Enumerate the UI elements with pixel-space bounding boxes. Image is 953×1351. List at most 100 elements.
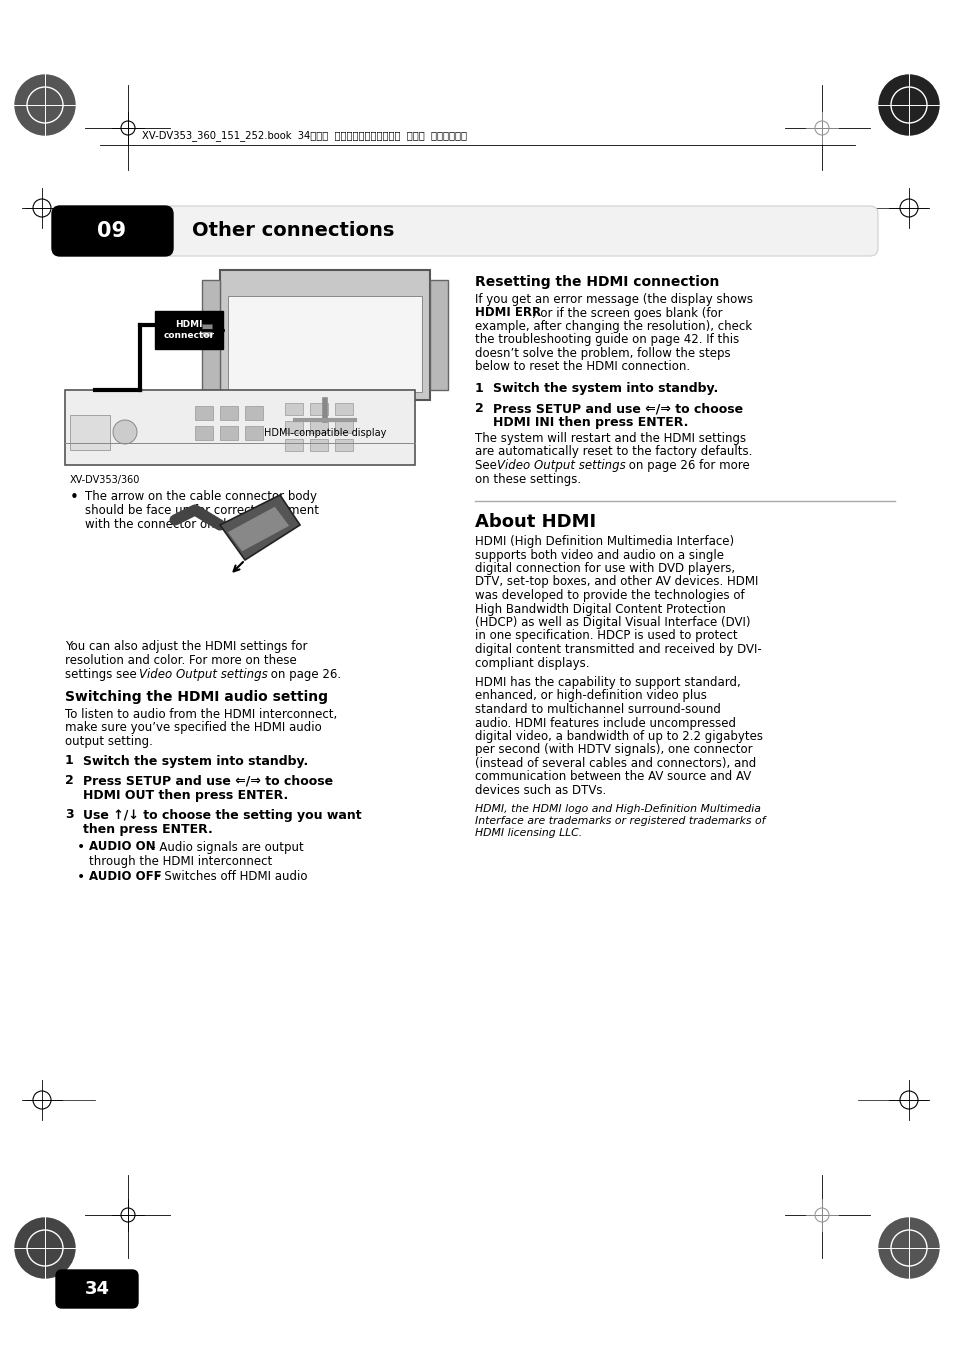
- Text: Switch the system into standby.: Switch the system into standby.: [83, 754, 308, 767]
- FancyBboxPatch shape: [56, 1270, 138, 1308]
- Text: 34: 34: [85, 1279, 110, 1298]
- Text: on these settings.: on these settings.: [475, 473, 580, 485]
- Text: HDMI, the HDMI logo and High-Definition Multimedia: HDMI, the HDMI logo and High-Definition …: [475, 804, 760, 813]
- Bar: [70, 415, 110, 450]
- Text: About HDMI: About HDMI: [475, 513, 596, 531]
- Bar: [194, 407, 213, 420]
- Text: HDMI
connector: HDMI connector: [163, 320, 214, 340]
- Polygon shape: [220, 494, 299, 561]
- Text: (HDCP) as well as Digital Visual Interface (DVI): (HDCP) as well as Digital Visual Interfa…: [475, 616, 750, 630]
- Bar: [310, 403, 328, 415]
- Bar: [310, 439, 328, 451]
- Circle shape: [15, 1219, 75, 1278]
- Text: with the connector on the player.: with the connector on the player.: [85, 517, 281, 531]
- Circle shape: [878, 1219, 938, 1278]
- Text: (instead of several cables and connectors), and: (instead of several cables and connector…: [475, 757, 756, 770]
- Text: HDMI (High Definition Multimedia Interface): HDMI (High Definition Multimedia Interfa…: [475, 535, 734, 549]
- Polygon shape: [227, 507, 290, 553]
- Text: HDMI INI then press ENTER.: HDMI INI then press ENTER.: [493, 416, 688, 430]
- Circle shape: [112, 420, 137, 444]
- Text: AUDIO OFF: AUDIO OFF: [89, 870, 161, 884]
- Bar: [430, 280, 448, 390]
- Text: doesn’t solve the problem, follow the steps: doesn’t solve the problem, follow the st…: [475, 347, 730, 359]
- Bar: [285, 439, 303, 451]
- FancyBboxPatch shape: [162, 205, 877, 255]
- Text: •: •: [77, 870, 85, 885]
- Text: audio. HDMI features include uncompressed: audio. HDMI features include uncompresse…: [475, 716, 735, 730]
- Text: To listen to audio from the HDMI interconnect,: To listen to audio from the HDMI interco…: [65, 708, 337, 721]
- Bar: [154, 311, 223, 349]
- Text: below to reset the HDMI connection.: below to reset the HDMI connection.: [475, 361, 689, 373]
- Text: should be face up for correct alignment: should be face up for correct alignment: [85, 504, 318, 517]
- Bar: [310, 422, 328, 434]
- Text: Interface are trademarks or registered trademarks of: Interface are trademarks or registered t…: [475, 816, 764, 825]
- Text: The system will restart and the HDMI settings: The system will restart and the HDMI set…: [475, 432, 745, 444]
- Text: 1: 1: [475, 382, 483, 394]
- Text: DTV, set-top boxes, and other AV devices. HDMI: DTV, set-top boxes, and other AV devices…: [475, 576, 758, 589]
- Text: through the HDMI interconnect: through the HDMI interconnect: [89, 854, 272, 867]
- Text: was developed to provide the technologies of: was developed to provide the technologie…: [475, 589, 744, 603]
- Text: Switch the system into standby.: Switch the system into standby.: [493, 382, 718, 394]
- Text: High Bandwidth Digital Content Protection: High Bandwidth Digital Content Protectio…: [475, 603, 725, 616]
- Text: devices such as DTVs.: devices such as DTVs.: [475, 784, 605, 797]
- Text: HDMI OUT then press ENTER.: HDMI OUT then press ENTER.: [83, 789, 288, 801]
- Text: resolution and color. For more on these: resolution and color. For more on these: [65, 654, 296, 667]
- Text: make sure you’ve specified the HDMI audio: make sure you’ve specified the HDMI audi…: [65, 721, 321, 735]
- Text: •: •: [77, 840, 85, 854]
- Bar: [245, 407, 263, 420]
- Bar: [335, 422, 353, 434]
- Bar: [285, 422, 303, 434]
- Text: 3: 3: [65, 808, 73, 821]
- Bar: [220, 407, 237, 420]
- Text: AUDIO ON: AUDIO ON: [89, 840, 155, 854]
- Text: per second (with HDTV signals), one connector: per second (with HDTV signals), one conn…: [475, 743, 752, 757]
- FancyBboxPatch shape: [52, 205, 172, 255]
- Text: enhanced, or high-definition video plus: enhanced, or high-definition video plus: [475, 689, 706, 703]
- Text: Press SETUP and use ⇐/⇒ to choose: Press SETUP and use ⇐/⇒ to choose: [493, 403, 742, 415]
- Text: then press ENTER.: then press ENTER.: [83, 823, 213, 835]
- Text: – Audio signals are output: – Audio signals are output: [146, 840, 303, 854]
- Bar: [245, 426, 263, 440]
- Text: •: •: [70, 490, 79, 505]
- Text: the troubleshooting guide on page 42. If this: the troubleshooting guide on page 42. If…: [475, 334, 739, 346]
- Text: If you get an error message (the display shows: If you get an error message (the display…: [475, 293, 752, 305]
- Text: supports both video and audio on a single: supports both video and audio on a singl…: [475, 549, 723, 562]
- Text: 2: 2: [475, 403, 483, 415]
- Text: Press SETUP and use ⇐/⇒ to choose: Press SETUP and use ⇐/⇒ to choose: [83, 774, 333, 788]
- Text: digital connection for use with DVD players,: digital connection for use with DVD play…: [475, 562, 735, 576]
- Circle shape: [878, 76, 938, 135]
- Text: in one specification. HDCP is used to protect: in one specification. HDCP is used to pr…: [475, 630, 737, 643]
- Text: Other connections: Other connections: [192, 222, 394, 240]
- Text: compliant displays.: compliant displays.: [475, 657, 589, 670]
- Text: digital content transmitted and received by DVI-: digital content transmitted and received…: [475, 643, 760, 657]
- Text: on page 26 for more: on page 26 for more: [624, 459, 749, 471]
- Text: The arrow on the cable connector body: The arrow on the cable connector body: [85, 490, 316, 503]
- FancyBboxPatch shape: [220, 270, 430, 400]
- Bar: [194, 426, 213, 440]
- Text: ) or if the screen goes blank (for: ) or if the screen goes blank (for: [532, 307, 721, 319]
- Text: example, after changing the resolution), check: example, after changing the resolution),…: [475, 320, 751, 332]
- Bar: [202, 324, 212, 336]
- Text: HDMI has the capability to support standard,: HDMI has the capability to support stand…: [475, 676, 740, 689]
- Bar: [202, 280, 220, 390]
- Text: Switching the HDMI audio setting: Switching the HDMI audio setting: [65, 690, 328, 704]
- Text: on page 26.: on page 26.: [267, 667, 341, 681]
- Text: – Switches off HDMI audio: – Switches off HDMI audio: [151, 870, 307, 884]
- Text: 1: 1: [65, 754, 73, 767]
- Text: output setting.: output setting.: [65, 735, 152, 748]
- Text: XV-DV353/360: XV-DV353/360: [70, 476, 140, 485]
- Text: HDMI licensing LLC.: HDMI licensing LLC.: [475, 828, 581, 839]
- Text: Video Output settings: Video Output settings: [139, 667, 268, 681]
- Text: Video Output settings: Video Output settings: [497, 459, 625, 471]
- Text: Use ↑/↓ to choose the setting you want: Use ↑/↓ to choose the setting you want: [83, 808, 361, 821]
- Bar: [228, 296, 421, 392]
- Text: 2: 2: [65, 774, 73, 788]
- Text: HDMI-compatible display: HDMI-compatible display: [264, 428, 386, 438]
- Bar: [220, 426, 237, 440]
- Text: settings see: settings see: [65, 667, 140, 681]
- Bar: [335, 403, 353, 415]
- Text: standard to multichannel surround-sound: standard to multichannel surround-sound: [475, 703, 720, 716]
- Circle shape: [15, 76, 75, 135]
- Bar: [285, 403, 303, 415]
- Text: Resetting the HDMI connection: Resetting the HDMI connection: [475, 276, 719, 289]
